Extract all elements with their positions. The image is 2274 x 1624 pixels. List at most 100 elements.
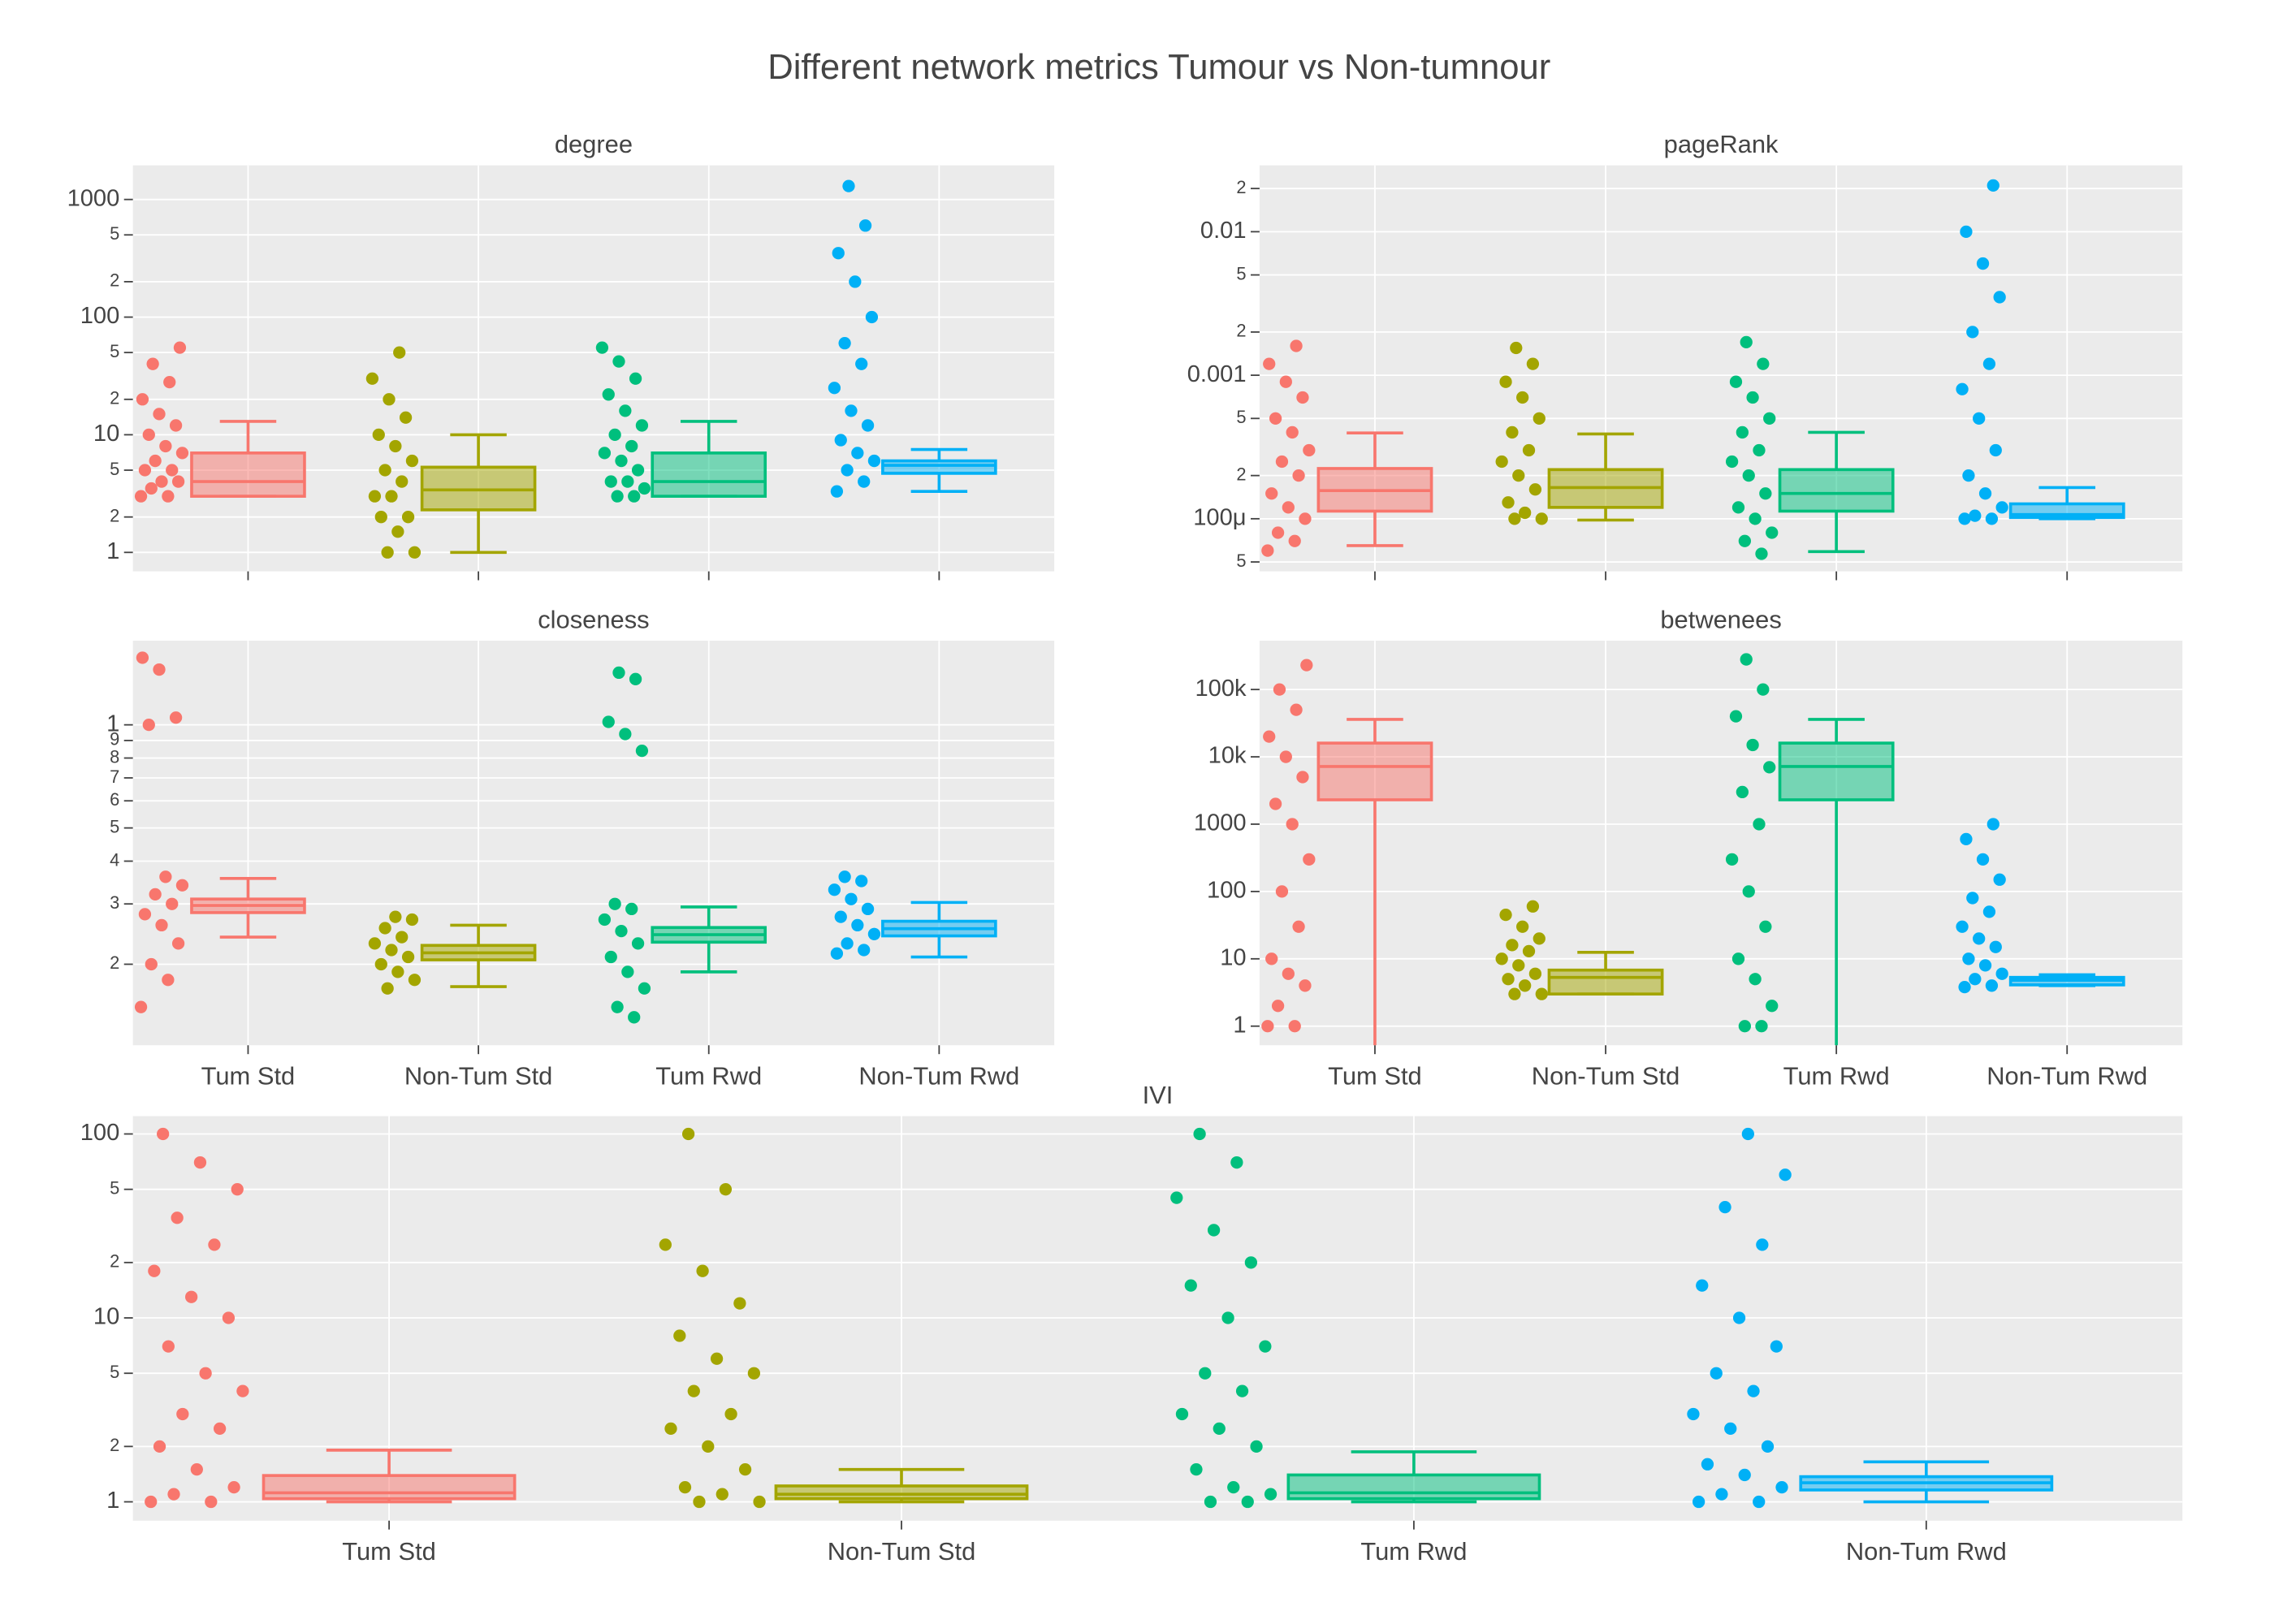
box	[262, 1474, 517, 1501]
x-tick-label: Tum Rwd	[655, 1061, 762, 1090]
data-point	[378, 464, 391, 477]
box	[1547, 968, 1664, 996]
data-point	[176, 1407, 189, 1421]
box	[1286, 1473, 1541, 1501]
data-point	[604, 475, 617, 488]
data-point	[171, 475, 185, 488]
data-point	[148, 1264, 161, 1277]
data-point	[1960, 225, 1973, 238]
data-point	[858, 944, 871, 957]
data-point	[1528, 967, 1542, 980]
data-point	[1288, 1020, 1301, 1033]
data-point	[867, 454, 881, 468]
data-point	[1966, 326, 1979, 339]
data-point	[1736, 425, 1749, 439]
data-point	[401, 950, 415, 964]
data-point	[1740, 335, 1753, 349]
data-point	[1993, 291, 2006, 304]
plot-area	[145, 1116, 2054, 1521]
data-point	[625, 902, 638, 916]
data-point	[1973, 932, 1986, 945]
data-point	[1779, 1168, 1792, 1181]
data-point	[1269, 797, 1282, 810]
data-point	[1729, 710, 1743, 723]
data-point	[155, 918, 168, 932]
data-point	[1746, 391, 1759, 404]
data-point	[162, 490, 175, 503]
data-point	[374, 957, 387, 971]
data-point	[393, 346, 406, 359]
data-point	[1259, 1340, 1272, 1353]
data-point	[1271, 1000, 1285, 1013]
data-point	[145, 1495, 158, 1509]
data-point	[629, 672, 642, 685]
data-point	[405, 454, 419, 468]
data-point	[381, 982, 394, 995]
data-point	[635, 419, 649, 432]
data-point	[747, 1367, 761, 1380]
y-tick-label: 10	[1220, 944, 1246, 970]
data-point	[1244, 1256, 1258, 1269]
data-point	[162, 974, 175, 987]
data-point	[1213, 1422, 1226, 1436]
data-point	[841, 464, 854, 477]
data-point	[1742, 469, 1755, 482]
data-point	[391, 965, 404, 978]
data-point	[1296, 771, 1309, 784]
data-point	[851, 447, 864, 460]
data-point	[1756, 1238, 1769, 1251]
box	[881, 459, 997, 475]
data-point	[396, 931, 409, 944]
data-point	[205, 1495, 218, 1509]
box	[774, 1484, 1029, 1501]
data-point	[629, 372, 642, 385]
data-point	[1729, 375, 1743, 388]
data-point	[1761, 1440, 1775, 1453]
x-tick-label: Non-Tum Rwd	[1987, 1061, 2147, 1090]
data-point	[1265, 952, 1278, 965]
data-point	[159, 870, 172, 883]
data-point	[834, 910, 847, 923]
data-point	[1701, 1458, 1714, 1471]
plot-background	[132, 165, 1055, 572]
data-point	[1976, 853, 1990, 866]
data-point	[1995, 967, 2008, 980]
data-point	[1766, 526, 1779, 539]
data-point	[1535, 987, 1548, 1000]
data-point	[845, 404, 858, 417]
y-tick-label: 3	[110, 892, 119, 913]
data-point	[142, 428, 155, 442]
x-tick-label: Tum Rwd	[1783, 1061, 1890, 1090]
y-tick-label: 1	[106, 1488, 119, 1514]
data-point	[1522, 944, 1536, 957]
data-point	[190, 1463, 203, 1476]
data-point	[1506, 939, 1519, 952]
y-tick-label: 5	[1236, 551, 1246, 571]
data-point	[834, 434, 847, 447]
data-point	[855, 357, 868, 370]
data-point	[153, 1440, 166, 1453]
data-point	[1731, 952, 1745, 965]
data-point	[696, 1264, 709, 1277]
data-point	[681, 1127, 695, 1141]
y-tick-label: 100	[80, 303, 120, 329]
y-tick-label: 2	[1236, 464, 1246, 484]
data-point	[405, 913, 419, 926]
data-point	[1263, 357, 1276, 370]
data-point	[1958, 981, 1971, 994]
data-point	[1279, 375, 1292, 388]
data-point	[173, 341, 187, 354]
data-point	[1292, 469, 1305, 482]
data-point	[227, 1480, 240, 1494]
data-point	[604, 950, 617, 964]
data-point	[155, 475, 168, 488]
data-point	[1263, 730, 1276, 743]
data-point	[724, 1407, 737, 1421]
data-point	[145, 482, 158, 495]
y-tick-label: 5	[110, 1362, 119, 1382]
data-point	[1264, 1488, 1278, 1501]
data-point	[602, 388, 615, 401]
data-point	[619, 404, 632, 417]
y-tick-label: 2	[110, 270, 119, 291]
y-tick-label: 2	[110, 505, 119, 525]
